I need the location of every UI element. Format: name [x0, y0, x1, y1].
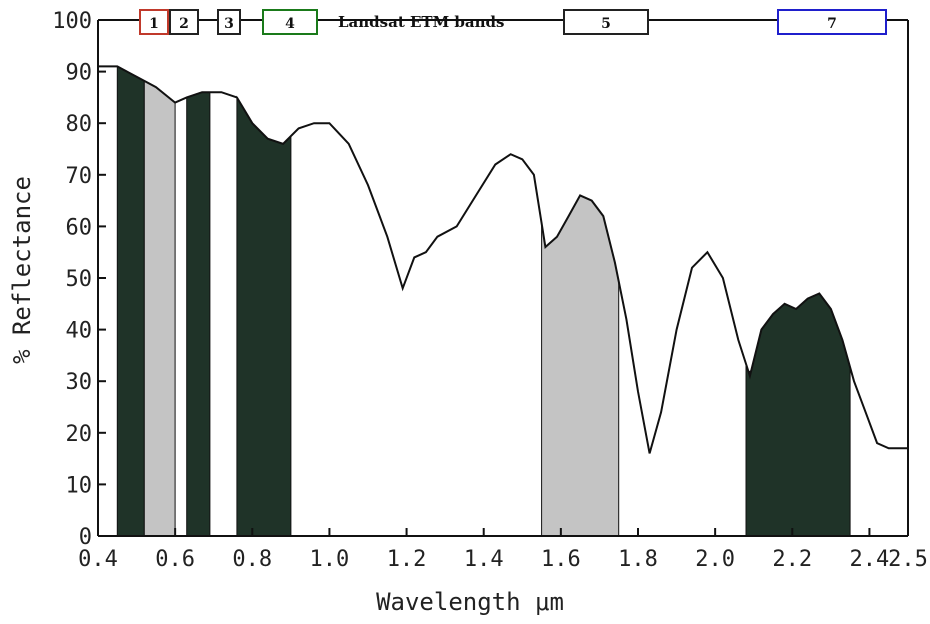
x-tick-label: 2.0: [695, 547, 735, 572]
x-tick-label: 2.4: [850, 547, 890, 572]
band-fill-5: [541, 194, 620, 537]
x-tick-label: 1.4: [464, 547, 504, 572]
legend-box-band-1: [139, 9, 169, 35]
y-tick-label: 60: [66, 215, 93, 240]
y-tick-label: 100: [52, 9, 92, 34]
y-tick-label: 30: [66, 370, 93, 395]
band-fill-1: [116, 65, 145, 537]
legend-title: Landsat ETM bands: [338, 13, 504, 31]
band-fill-3: [186, 91, 211, 537]
y-ticks: 0 10 20 30 40 50 60 70 80 90 100: [52, 9, 106, 550]
y-tick-label: 70: [66, 164, 93, 189]
x-tick-label: 2.5: [888, 547, 928, 572]
y-tick-label: 40: [66, 319, 93, 344]
x-tick-label: 0.8: [232, 547, 272, 572]
legend-box-band-2: [169, 9, 199, 35]
reflectance-curve: [98, 65, 908, 454]
band-fill-2: [143, 80, 176, 537]
legend-label-band-1: 1: [149, 16, 159, 32]
x-tick-label: 2.2: [772, 547, 812, 572]
legend-label-band-5: 5: [601, 16, 611, 32]
legend-label-band-4: 4: [285, 16, 295, 32]
x-tick-label: 0.4: [78, 547, 118, 572]
y-tick-label: 10: [66, 473, 93, 498]
legend-label-band-3: 3: [224, 16, 234, 32]
x-axis-title: Wavelength μm: [376, 588, 564, 616]
legend-box-band-7: [777, 9, 887, 35]
y-axis-title: % Reflectance: [8, 176, 36, 364]
y-tick-label: 20: [66, 422, 93, 447]
x-tick-label: 1.2: [387, 547, 427, 572]
legend-box-band-4: [262, 9, 318, 35]
x-tick-label: 1.0: [310, 547, 350, 572]
legend-box-band-3: [217, 9, 241, 35]
legend-label-band-7: 7: [827, 16, 837, 32]
legend-box-band-5: [563, 9, 649, 35]
x-tick-label: 1.8: [618, 547, 658, 572]
y-tick-label: 50: [66, 267, 93, 292]
legend: 1 2 3 4 5 7 Landsat ETM bands: [139, 9, 887, 35]
legend-label-band-2: 2: [179, 16, 189, 32]
y-tick-label: 0: [79, 525, 92, 550]
curve-fill-layer: [116, 65, 851, 537]
y-tick-label: 80: [66, 112, 93, 137]
y-tick-label: 90: [66, 61, 93, 86]
band-fill-4: [236, 95, 292, 537]
x-tick-label: 0.6: [155, 547, 195, 572]
x-ticks: 0.4 0.6 0.8 1.0 1.2 1.4 1.6 1.8 2.0 2.2 2.42.5: [78, 528, 928, 572]
x-tick-label: 1.6: [541, 547, 581, 572]
